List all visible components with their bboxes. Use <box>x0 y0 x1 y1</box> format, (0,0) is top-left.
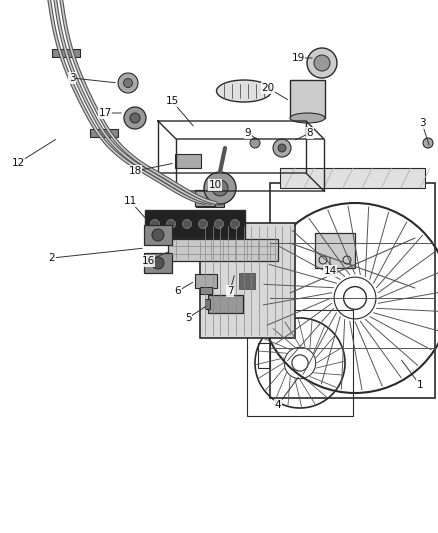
Circle shape <box>273 139 291 157</box>
Bar <box>200 223 295 338</box>
Bar <box>315 233 355 268</box>
Circle shape <box>118 73 138 93</box>
Bar <box>239 273 255 289</box>
Text: 16: 16 <box>141 256 155 266</box>
Bar <box>280 168 425 188</box>
Bar <box>195 190 215 206</box>
Bar <box>208 295 243 313</box>
Circle shape <box>423 138 433 148</box>
Bar <box>145 210 245 238</box>
Circle shape <box>230 220 240 229</box>
Circle shape <box>152 229 164 241</box>
Bar <box>270 183 435 398</box>
Circle shape <box>198 220 208 229</box>
Circle shape <box>250 138 260 148</box>
Circle shape <box>278 144 286 152</box>
Circle shape <box>215 220 223 229</box>
Circle shape <box>307 48 337 78</box>
Text: 14: 14 <box>323 266 337 276</box>
Text: 15: 15 <box>166 96 179 106</box>
Text: 1: 1 <box>417 380 423 390</box>
Text: 17: 17 <box>99 108 112 118</box>
Text: 18: 18 <box>128 166 141 176</box>
Bar <box>144 225 172 245</box>
Circle shape <box>151 220 159 229</box>
Text: 11: 11 <box>124 196 137 206</box>
Text: 3: 3 <box>69 73 75 83</box>
Text: 10: 10 <box>208 180 222 190</box>
Circle shape <box>183 220 191 229</box>
Bar <box>195 274 217 288</box>
Text: 3: 3 <box>419 118 425 128</box>
Ellipse shape <box>216 80 272 102</box>
Bar <box>200 287 212 294</box>
Bar <box>258 343 270 368</box>
Text: 20: 20 <box>261 83 275 93</box>
Circle shape <box>314 55 330 71</box>
Circle shape <box>130 113 140 123</box>
Bar <box>205 299 210 309</box>
Bar <box>175 154 201 168</box>
Text: 7: 7 <box>227 286 233 296</box>
Ellipse shape <box>290 113 325 123</box>
Bar <box>53 49 81 57</box>
Circle shape <box>212 180 228 196</box>
Bar <box>258 243 270 268</box>
Text: 5: 5 <box>185 313 191 323</box>
Text: 19: 19 <box>291 53 304 63</box>
Circle shape <box>124 107 146 129</box>
Text: 12: 12 <box>11 158 25 168</box>
Text: 2: 2 <box>49 253 55 263</box>
Text: 6: 6 <box>175 286 181 296</box>
Circle shape <box>166 220 176 229</box>
Circle shape <box>204 172 236 204</box>
Bar <box>196 199 224 207</box>
Text: 4: 4 <box>275 400 281 410</box>
Bar <box>247 310 353 416</box>
Bar <box>144 253 172 273</box>
Text: 9: 9 <box>245 128 251 138</box>
Circle shape <box>124 78 133 87</box>
Bar <box>290 80 325 118</box>
Text: 8: 8 <box>307 128 313 138</box>
Bar <box>90 129 118 137</box>
Bar <box>168 239 278 261</box>
Circle shape <box>152 257 164 269</box>
